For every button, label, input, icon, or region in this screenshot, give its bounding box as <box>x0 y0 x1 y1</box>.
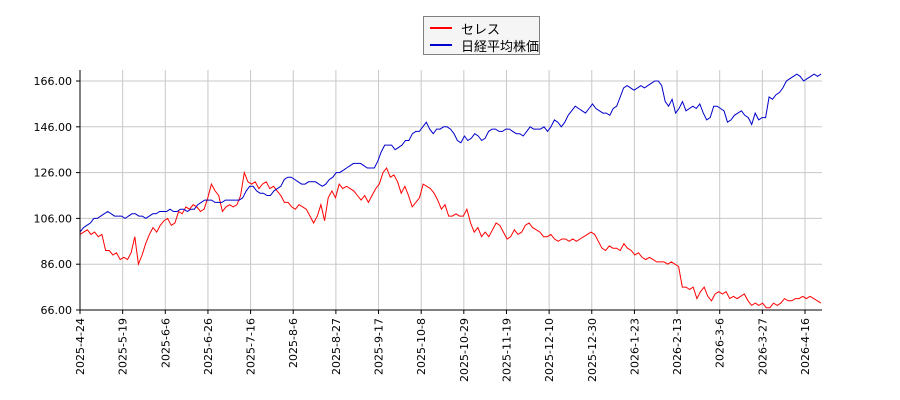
x-tick-label: 2025-10-29 <box>458 318 471 382</box>
series-line <box>79 73 822 233</box>
x-tick-label: 2026-1-23 <box>628 318 641 375</box>
legend-swatch-blue <box>430 44 452 46</box>
axes: 66.00 86.00 106.00 126.00 146.00 166.00 2025-4… <box>34 70 822 382</box>
x-tick-label: 2025-5-19 <box>117 318 130 375</box>
x-tick-label: 2025-12-10 <box>543 318 556 382</box>
legend: セレス 日経平均株価 <box>423 16 540 55</box>
x-tick-label: 2025-7-16 <box>245 318 258 375</box>
series-lines <box>79 73 822 309</box>
x-tick-label: 2026-3-27 <box>756 318 769 375</box>
y-tick-label: 86.00 <box>41 258 73 271</box>
y-tick-label: 146.00 <box>34 121 73 134</box>
y-tick-label: 66.00 <box>41 304 73 317</box>
grid-lines <box>79 70 822 311</box>
x-tick-label: 2026-4-16 <box>799 318 812 375</box>
y-tick-label: 106.00 <box>34 212 73 225</box>
legend-label-nikkei: 日経平均株価 <box>461 39 540 55</box>
x-tick-label: 2025-6-26 <box>202 318 215 375</box>
x-tick-label: 2026-3-6 <box>714 318 727 368</box>
legend-item-seres: セレス <box>430 19 501 38</box>
x-tick-label: 2025-6-6 <box>159 318 172 368</box>
x-tick-label: 2026-2-13 <box>671 318 684 375</box>
y-tick-label: 166.00 <box>34 75 73 88</box>
x-tick-label: 2025-10-8 <box>415 318 428 375</box>
x-tick-label: 2025-9-17 <box>373 318 386 375</box>
legend-label-seres: セレス <box>461 22 501 38</box>
legend-swatch-red <box>430 27 452 29</box>
legend-item-nikkei: 日経平均株価 <box>430 36 540 55</box>
x-tick-label: 2025-4-24 <box>74 318 87 375</box>
x-tick-label: 2025-12-30 <box>586 318 599 382</box>
x-tick-label: 2025-11-19 <box>500 318 513 382</box>
y-tick-label: 126.00 <box>34 167 73 180</box>
x-tick-label: 2025-8-6 <box>287 318 300 368</box>
series-line <box>79 167 822 309</box>
x-tick-label: 2025-8-27 <box>330 318 343 375</box>
